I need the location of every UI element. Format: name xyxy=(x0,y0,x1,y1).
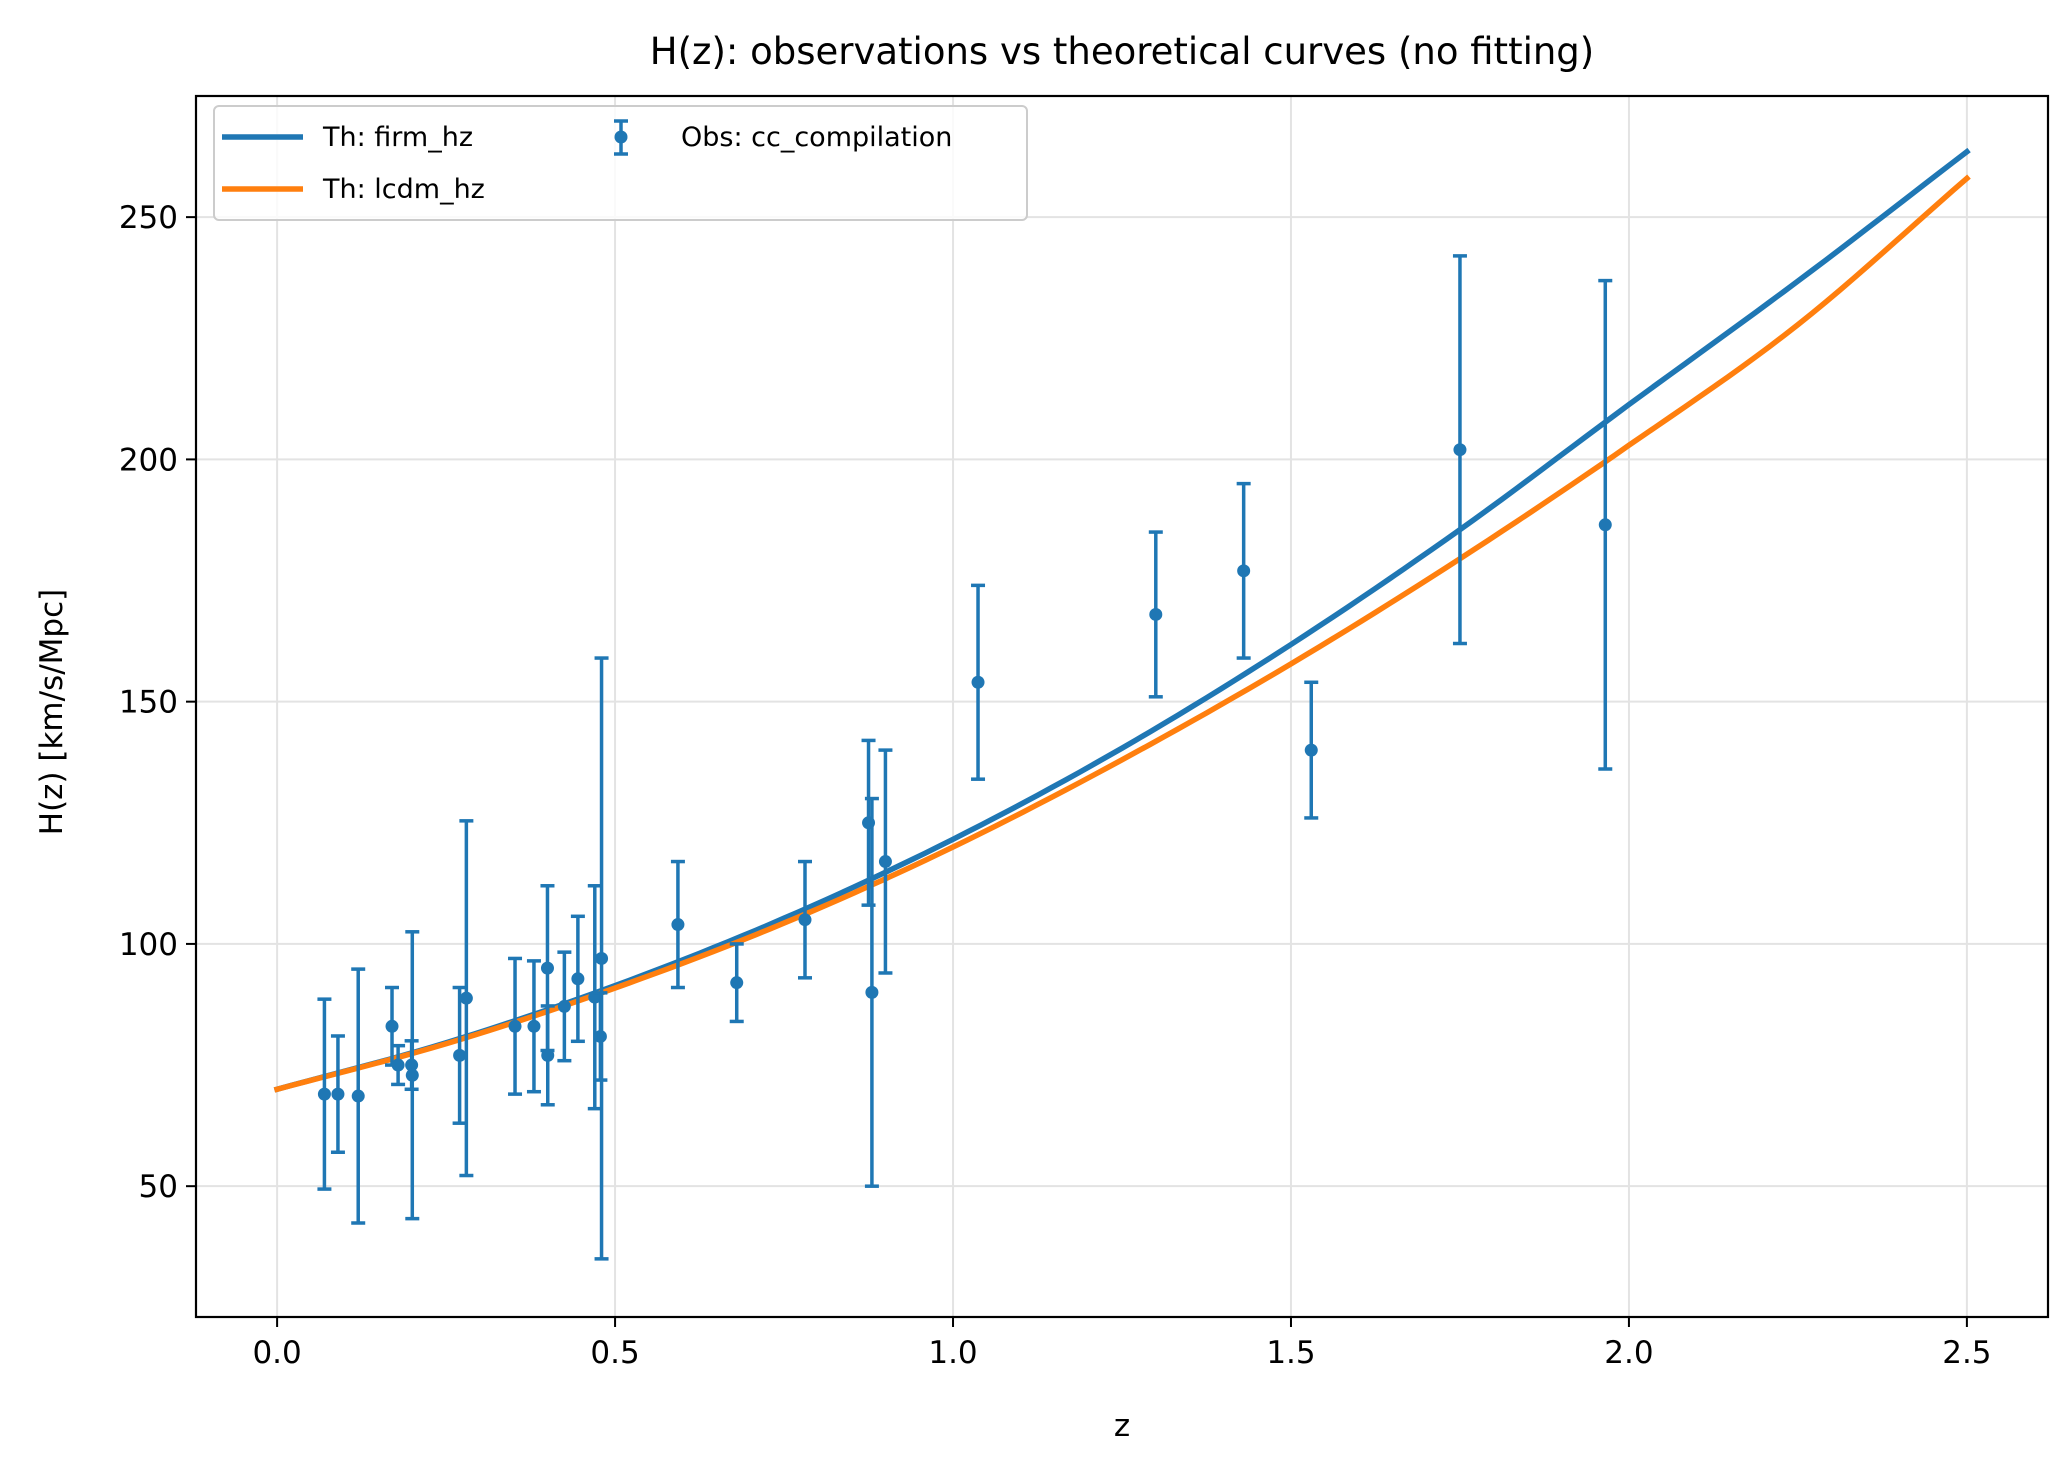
x-tick-label: 1.0 xyxy=(928,1335,977,1371)
data-marker xyxy=(508,1019,522,1033)
data-point xyxy=(405,930,420,1221)
data-point xyxy=(1452,254,1467,646)
data-point xyxy=(1598,278,1613,771)
data-marker xyxy=(1149,607,1163,621)
data-point xyxy=(878,748,893,975)
y-tick-label: 250 xyxy=(119,200,178,236)
data-marker xyxy=(317,1087,331,1101)
data-marker xyxy=(878,855,892,869)
x-tick-label: 1.5 xyxy=(1266,1335,1315,1371)
data-marker xyxy=(865,985,879,999)
data-marker xyxy=(971,675,985,689)
legend-frame xyxy=(213,105,1028,221)
data-point xyxy=(526,959,541,1094)
data-marker xyxy=(527,1019,541,1033)
data-marker xyxy=(671,918,685,932)
data-point xyxy=(317,997,332,1191)
axes-frame xyxy=(194,94,2050,1319)
chart-title: H(z): observations vs theoretical curves… xyxy=(650,30,1594,73)
legend-label-cc-compilation: Obs: cc_compilation xyxy=(681,122,952,153)
data-point xyxy=(452,985,467,1125)
y-tick-label: 150 xyxy=(119,685,178,721)
data-marker xyxy=(730,976,744,990)
data-marker xyxy=(453,1048,467,1062)
data-point xyxy=(864,796,879,1188)
data-point xyxy=(670,859,685,990)
legend: Th: firm_hz Th: lcdm_hz Obs: cc_compilat… xyxy=(213,105,1028,221)
data-marker xyxy=(405,1068,419,1082)
data-marker xyxy=(540,961,554,975)
data-point xyxy=(971,583,986,781)
data-point xyxy=(557,950,572,1063)
data-point xyxy=(540,1004,555,1107)
plot-area xyxy=(273,147,1971,1261)
data-point xyxy=(1148,530,1163,699)
data-point xyxy=(330,1034,345,1155)
grid xyxy=(196,96,2048,1317)
x-tick-label: 0.0 xyxy=(252,1335,301,1371)
data-marker xyxy=(595,951,609,965)
x-tick-label: 0.5 xyxy=(590,1335,639,1371)
legend-label-lcdm-hz: Th: lcdm_hz xyxy=(322,174,485,205)
y-tick-label: 200 xyxy=(119,442,178,478)
data-point xyxy=(797,859,812,980)
data-point xyxy=(459,819,474,1178)
x-axis-ticks: 0.0 0.5 1.0 1.5 2.0 2.5 xyxy=(252,1317,1992,1371)
data-marker xyxy=(557,999,571,1013)
legend-errorbar-marker xyxy=(614,119,628,156)
data-point xyxy=(570,914,585,1044)
y-tick-label: 100 xyxy=(119,927,178,963)
x-axis-label: z xyxy=(1114,1408,1130,1444)
data-marker xyxy=(385,1019,399,1033)
data-marker xyxy=(331,1087,345,1101)
data-marker xyxy=(1598,518,1612,532)
data-marker xyxy=(351,1089,365,1103)
y-axis-label: H(z) [km/s/Mpc] xyxy=(34,589,70,835)
data-point xyxy=(391,1043,406,1087)
data-marker xyxy=(1304,743,1318,757)
data-point xyxy=(729,942,744,1024)
data-marker xyxy=(459,991,473,1005)
data-point xyxy=(1304,680,1319,820)
data-point xyxy=(351,967,366,1225)
data-marker xyxy=(571,972,585,986)
data-point xyxy=(508,956,523,1096)
data-marker xyxy=(1237,564,1251,578)
data-point xyxy=(1236,481,1251,660)
legend-label-firm-hz: Th: firm_hz xyxy=(322,122,473,153)
data-marker xyxy=(798,913,812,927)
data-marker xyxy=(391,1058,405,1072)
y-axis-ticks: 50 100 150 200 250 xyxy=(119,200,196,1205)
x-tick-label: 2.0 xyxy=(1604,1335,1653,1371)
data-point xyxy=(594,656,609,1261)
data-marker xyxy=(541,1048,555,1062)
x-tick-label: 2.5 xyxy=(1942,1335,1991,1371)
y-tick-label: 50 xyxy=(139,1169,178,1205)
data-marker xyxy=(1453,443,1467,457)
